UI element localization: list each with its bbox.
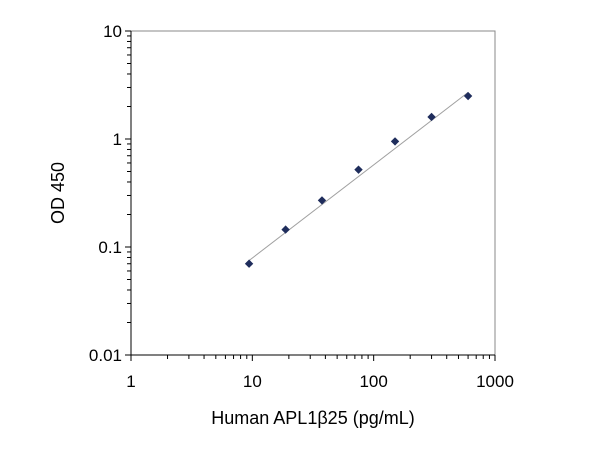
y-axis-label: OD 450 (48, 162, 68, 224)
data-point (390, 137, 400, 146)
y-tick-label: 0.1 (98, 238, 122, 257)
data-point (354, 165, 363, 174)
data-point (463, 91, 473, 101)
x-tick-label: 1000 (476, 372, 514, 391)
y-tick-label: 0.01 (89, 346, 122, 365)
data-points (244, 91, 473, 268)
x-tick-label: 1 (126, 372, 135, 391)
x-tick-label: 10 (243, 372, 262, 391)
x-tick-label: 100 (359, 372, 387, 391)
y-tick-label: 10 (103, 22, 122, 41)
data-point (427, 112, 436, 122)
axis-ticks: 1 10 100 1000 0.01 0.1 1 10 (89, 22, 514, 391)
data-point (244, 259, 254, 268)
x-axis-label: Human APL1β25 (pg/mL) (211, 408, 414, 428)
data-point (317, 196, 327, 205)
plot-frame (130, 30, 496, 356)
data-point (281, 225, 290, 234)
y-tick-label: 1 (113, 130, 122, 149)
